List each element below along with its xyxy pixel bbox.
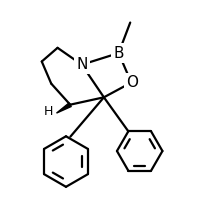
- Text: B: B: [113, 46, 124, 61]
- Polygon shape: [57, 103, 71, 113]
- Text: N: N: [76, 57, 88, 72]
- Text: H: H: [44, 105, 53, 117]
- Text: O: O: [126, 75, 138, 90]
